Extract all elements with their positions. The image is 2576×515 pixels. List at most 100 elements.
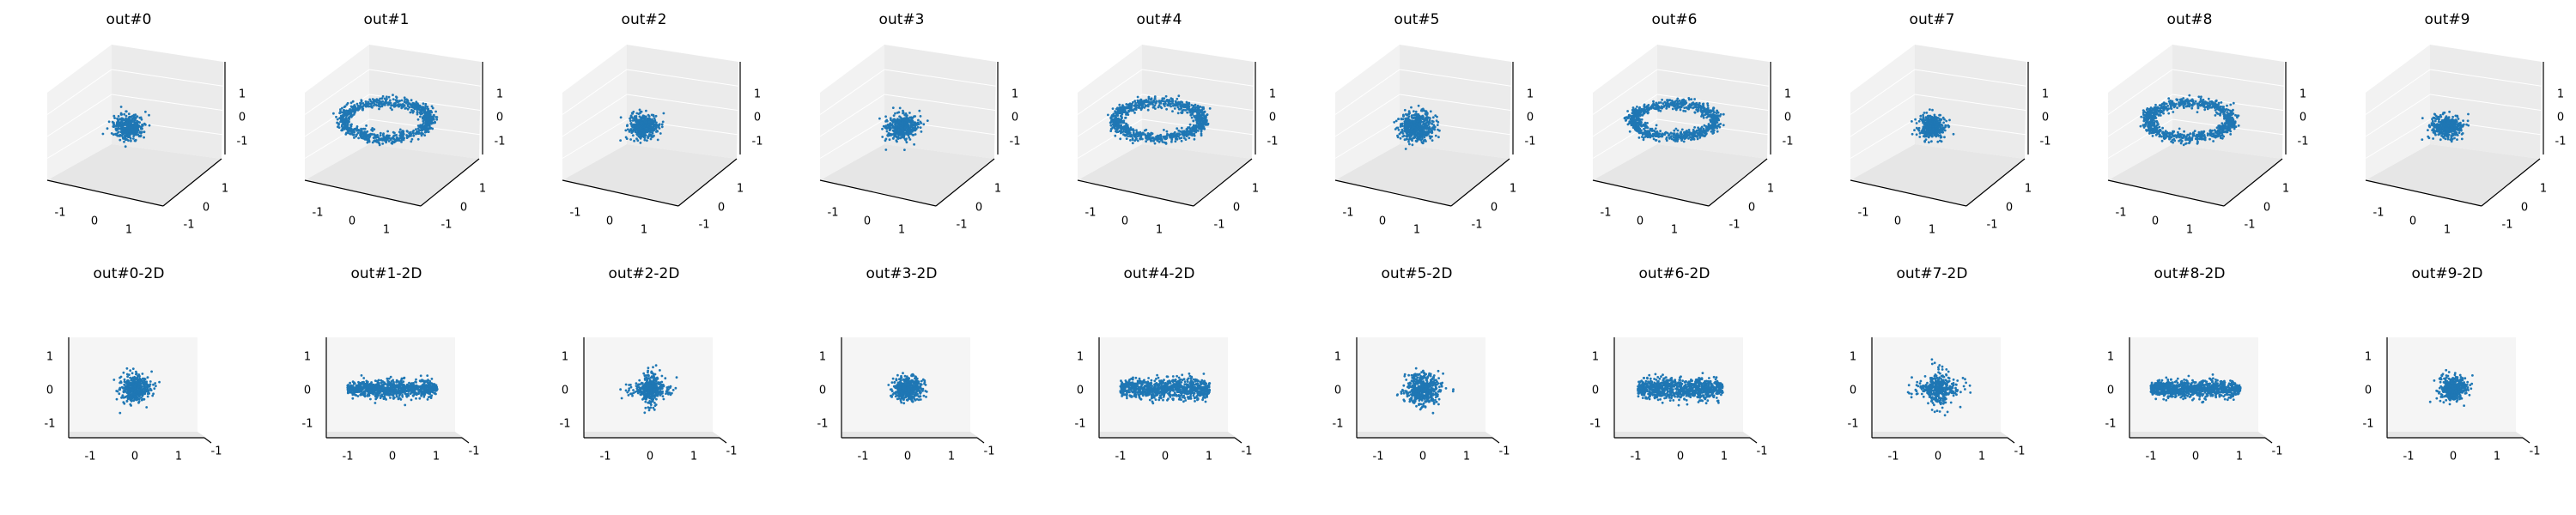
- data-point: [1943, 118, 1946, 121]
- data-point: [1665, 136, 1668, 139]
- data-point: [1434, 134, 1437, 137]
- data-point: [117, 115, 120, 118]
- x-tick-label: 0: [864, 215, 871, 228]
- data-point: [124, 126, 127, 130]
- data-point: [340, 125, 343, 128]
- data-point: [360, 136, 362, 139]
- data-point: [1125, 106, 1128, 110]
- data-point: [401, 135, 404, 138]
- y-tick-label: -1: [441, 219, 453, 232]
- data-point: [415, 100, 418, 104]
- data-point: [1122, 106, 1126, 109]
- data-point: [917, 123, 920, 126]
- data-point: [128, 130, 131, 133]
- data-point: [375, 101, 379, 104]
- data-point: [339, 108, 342, 111]
- data-point: [423, 130, 427, 134]
- y-tick-label: 0: [460, 202, 467, 215]
- data-point: [1693, 126, 1696, 129]
- data-point: [1402, 134, 1406, 137]
- data-point: [1180, 136, 1183, 140]
- data-point: [1119, 137, 1122, 141]
- z-tick-label: 0: [496, 112, 503, 124]
- data-point: [896, 130, 899, 133]
- data-point: [425, 113, 428, 116]
- data-point: [1431, 119, 1434, 123]
- data-point: [906, 114, 908, 117]
- data-point: [1948, 118, 1951, 122]
- data-point: [125, 114, 128, 118]
- data-point: [1633, 119, 1637, 123]
- data-point: [371, 127, 374, 130]
- data-point: [349, 124, 353, 128]
- data-point: [1676, 137, 1680, 141]
- data-point: [1436, 124, 1439, 127]
- data-point: [373, 133, 376, 136]
- data-point: [371, 141, 374, 144]
- subplot-title: out#3: [879, 11, 925, 28]
- data-point: [1704, 113, 1707, 117]
- data-point: [1637, 136, 1641, 139]
- data-point: [132, 135, 136, 138]
- data-point: [361, 136, 365, 140]
- data-point: [1658, 140, 1661, 143]
- z-tick-label: -1: [1010, 136, 1021, 148]
- data-point: [342, 108, 345, 112]
- data-point: [1709, 127, 1711, 130]
- gridline: [46, 69, 112, 115]
- data-point: [1176, 112, 1180, 115]
- data-point: [1680, 137, 1683, 140]
- data-point: [1678, 100, 1681, 102]
- data-point: [400, 138, 404, 142]
- data-point: [1690, 138, 1692, 142]
- data-point: [344, 112, 348, 116]
- data-point: [1418, 128, 1421, 131]
- x-tick-label: 1: [1156, 224, 1163, 237]
- data-point: [1401, 118, 1405, 121]
- data-point: [1644, 110, 1648, 113]
- data-point: [1122, 128, 1126, 131]
- data-point: [364, 138, 368, 141]
- data-point: [1171, 110, 1174, 113]
- data-point: [1397, 118, 1400, 121]
- data-point: [336, 118, 339, 121]
- data-point: [128, 117, 131, 120]
- data-point: [1120, 121, 1122, 124]
- data-point: [375, 134, 378, 137]
- data-point: [660, 125, 664, 129]
- data-point: [372, 99, 375, 102]
- data-point: [1642, 138, 1645, 142]
- data-point: [897, 130, 901, 133]
- data-point: [905, 141, 908, 144]
- data-point: [884, 148, 888, 151]
- data-point: [379, 102, 382, 106]
- data-point: [647, 135, 650, 138]
- data-point: [914, 133, 917, 136]
- data-point: [1110, 121, 1113, 124]
- gridline: [562, 94, 628, 137]
- data-point: [1695, 101, 1698, 105]
- data-point: [639, 126, 642, 130]
- data-point: [431, 106, 434, 110]
- data-point: [113, 117, 117, 120]
- data-point: [1173, 103, 1176, 106]
- data-point: [419, 126, 422, 130]
- data-point: [632, 110, 635, 113]
- data-point: [1437, 128, 1439, 131]
- data-point: [1415, 117, 1419, 119]
- data-point: [1198, 120, 1201, 123]
- data-point: [134, 124, 137, 127]
- data-point: [1136, 139, 1139, 142]
- data-point: [659, 132, 662, 135]
- data-point: [629, 138, 632, 141]
- data-point: [1656, 130, 1659, 133]
- x-tick-label: -1: [313, 207, 324, 220]
- data-point: [127, 112, 131, 116]
- data-point: [1667, 103, 1670, 106]
- data-point: [643, 138, 647, 142]
- data-point: [1163, 105, 1166, 107]
- data-point: [128, 121, 131, 124]
- data-point: [892, 114, 896, 118]
- subplot-title: out#6: [1652, 11, 1698, 28]
- data-point: [926, 119, 929, 123]
